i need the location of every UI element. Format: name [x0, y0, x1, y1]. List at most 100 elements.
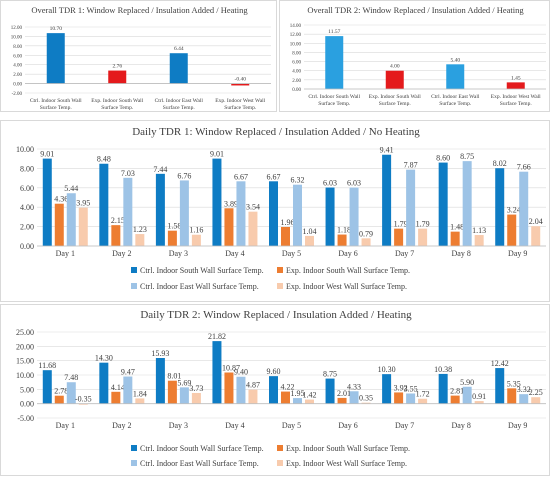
data-label: 9.01	[40, 150, 54, 159]
bar	[394, 392, 404, 404]
bar	[325, 378, 335, 404]
bar	[507, 388, 517, 404]
data-label: 2.81	[450, 387, 464, 396]
y-tick-label: 12.00	[11, 26, 23, 31]
y-tick-label: 8.00	[292, 51, 301, 56]
legend-label: Ctrl. Indoor South Wall Surface Temp.	[140, 444, 264, 453]
bar	[349, 187, 359, 246]
bar	[406, 169, 416, 246]
bar	[212, 341, 222, 404]
data-label: 10.30	[378, 365, 396, 374]
category-label: Day 2	[112, 249, 131, 258]
data-label: 3.32	[517, 385, 531, 394]
y-tick-label: 25.00	[16, 328, 34, 337]
category-label: Day 8	[452, 421, 471, 430]
y-tick-label: 12.00	[290, 33, 302, 38]
chart-title: Daily TDR 1: Window Replaced / Insulatio…	[132, 126, 420, 138]
data-label: 1.84	[133, 389, 147, 398]
bar	[385, 70, 404, 89]
data-label: 6.32	[291, 176, 305, 185]
bar	[42, 158, 52, 246]
data-label: 4.33	[347, 382, 361, 391]
bar	[325, 36, 344, 89]
bar	[450, 395, 460, 404]
data-label: 4.00	[390, 64, 400, 70]
legend-swatch	[131, 460, 137, 466]
data-label: 6.67	[234, 172, 248, 181]
legend-label: Ctrl. Indoor South Wall Surface Temp.	[140, 266, 264, 275]
bar	[179, 180, 189, 246]
bar	[224, 372, 234, 404]
bar	[155, 173, 165, 246]
category-label: Day 8	[452, 249, 471, 258]
data-label: 6.67	[267, 172, 281, 181]
bar	[406, 393, 416, 404]
chart-title: Daily TDR 2: Window Replaced / Insulatio…	[140, 309, 412, 321]
bar	[418, 398, 428, 404]
bar	[382, 154, 392, 246]
y-tick-label: 4.00	[13, 64, 22, 69]
data-label: 1.45	[511, 75, 521, 81]
category-label: Day 9	[508, 249, 527, 258]
bar	[42, 370, 52, 404]
data-label: 1.48	[450, 223, 464, 232]
bar	[418, 228, 428, 246]
data-label: 9.41	[380, 146, 394, 155]
bar	[462, 161, 472, 246]
bar	[519, 394, 529, 404]
data-label: 8.60	[436, 154, 450, 163]
bar	[248, 211, 258, 246]
data-label: 0.35	[359, 394, 373, 403]
data-label: 5.35	[507, 379, 521, 388]
bar	[361, 238, 371, 246]
bar	[281, 391, 290, 404]
data-label: 9.47	[121, 368, 135, 377]
data-label: 8.01	[167, 372, 181, 381]
data-label: 1.96	[281, 218, 295, 227]
y-tick-label: 10.00	[290, 42, 302, 47]
bar	[135, 234, 145, 246]
data-label: 2.15	[111, 216, 125, 225]
bar	[169, 53, 188, 84]
legend-swatch	[131, 267, 137, 273]
legend-label: Exp. Indoor West Wall Surface Temp.	[286, 459, 407, 468]
category-label: Day 3	[169, 249, 188, 258]
overall-tdr2-chart: Overall TDR 2: Window Replaced / Insulat…	[279, 0, 550, 112]
bar	[495, 168, 505, 246]
data-label: 1.16	[189, 226, 203, 235]
data-label: 12.42	[491, 359, 509, 368]
bar	[382, 374, 392, 404]
overall-tdr2-svg: Overall TDR 2: Window Replaced / Insulat…	[290, 5, 546, 107]
data-label: 11.68	[38, 361, 56, 370]
bar	[78, 207, 88, 246]
data-label: 7.87	[404, 161, 418, 170]
data-label: 1.13	[472, 226, 486, 235]
bar	[269, 376, 278, 404]
bar	[66, 382, 76, 404]
overall-tdr1-svg: Overall TDR 1: Window Replaced / Insulat…	[11, 5, 271, 111]
daily-tdr2-chart: Daily TDR 2: Window Replaced / Insulatio…	[0, 304, 550, 476]
data-label: 8.02	[493, 159, 507, 168]
data-label: 4.87	[246, 381, 260, 390]
bar	[281, 226, 290, 246]
y-tick-label: 20.00	[16, 342, 34, 351]
data-label: 21.82	[208, 332, 226, 341]
y-tick-label: 0.00	[20, 242, 34, 251]
y-tick-label: 6.00	[20, 184, 34, 193]
data-label: 7.03	[121, 169, 135, 178]
bar	[123, 177, 133, 246]
legend-label: Ctrl. Indoor East Wall Surface Temp.	[140, 459, 259, 468]
bar	[155, 358, 165, 404]
data-label: 1.04	[303, 227, 317, 236]
legend-label: Exp. Indoor West Wall Surface Temp.	[286, 282, 407, 291]
y-tick-label: 14.00	[290, 24, 302, 29]
bar	[394, 228, 404, 246]
bar	[531, 397, 541, 404]
category-label: Day 7	[395, 249, 414, 258]
y-tick-label: 2.00	[20, 223, 34, 232]
category-label: Day 1	[56, 421, 75, 430]
data-label: 9.60	[267, 367, 281, 376]
category-label: Day 1	[56, 249, 75, 258]
y-tick-label: 6.00	[292, 61, 301, 66]
data-label: 4.36	[54, 195, 68, 204]
